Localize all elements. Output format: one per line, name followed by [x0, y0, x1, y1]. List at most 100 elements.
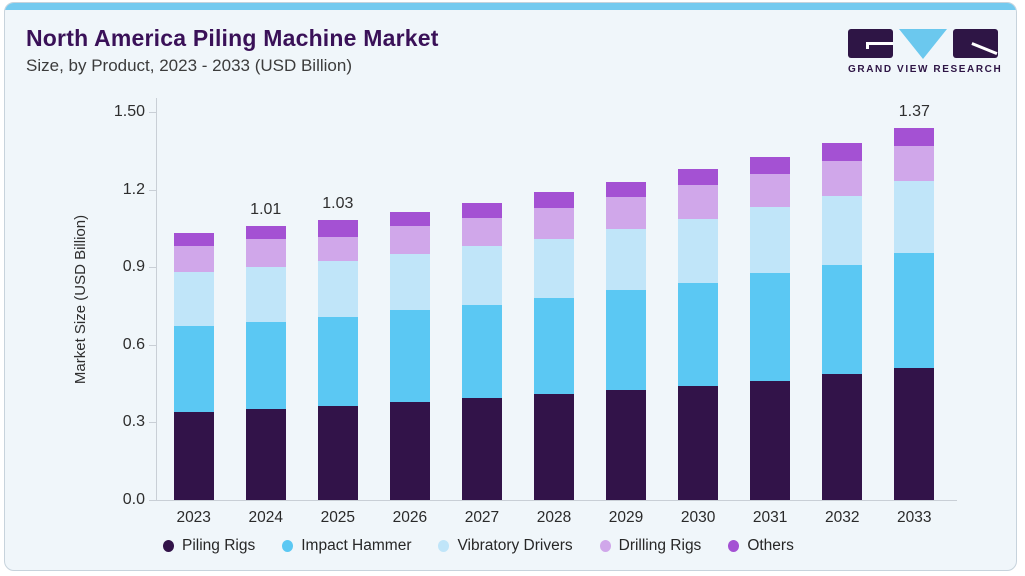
- bar-value-label-2033: 1.37: [898, 103, 930, 121]
- legend-label: Drilling Rigs: [618, 537, 702, 554]
- brand-logo: GRAND VIEW RESEARCH: [848, 29, 1003, 75]
- legend-label: Piling Rigs: [182, 537, 256, 554]
- bar-2029: [606, 182, 647, 500]
- bar-value-label-2024: 1.01: [250, 200, 282, 218]
- legend-dot-icon: [282, 540, 294, 552]
- logo-r-icon: [953, 29, 998, 58]
- bar-2026: [389, 212, 430, 500]
- segment-impact-hammer: [606, 289, 647, 391]
- bar-2023: [173, 232, 214, 500]
- legend-item-impact-hammer: Impact Hammer: [282, 537, 411, 555]
- segment-drilling-rigs: [750, 174, 791, 207]
- segment-piling-rigs: [894, 368, 935, 500]
- y-tick-label-0.9: 0.9: [122, 258, 145, 276]
- segment-others: [173, 232, 214, 247]
- bar-2025: [317, 220, 358, 500]
- segment-vibratory-drivers: [606, 228, 647, 290]
- bar-2028: [534, 191, 574, 500]
- segment-vibratory-drivers: [389, 254, 430, 310]
- logo-shapes: [848, 29, 998, 59]
- bar-value-label-2025: 1.03: [322, 195, 354, 213]
- segment-impact-hammer: [317, 316, 358, 407]
- y-tick-mark-0.3: [149, 422, 157, 424]
- x-tick-2023: 2023: [176, 509, 211, 526]
- segment-drilling-rigs: [173, 246, 214, 272]
- legend-item-piling-rigs: Piling Rigs: [163, 537, 255, 555]
- bar-2033: [894, 128, 935, 500]
- segment-others: [894, 128, 935, 146]
- top-accent-bar: [5, 3, 1016, 10]
- bar-2027: [461, 202, 502, 500]
- segment-others: [389, 212, 430, 226]
- segment-others: [606, 182, 647, 198]
- x-tick-2029: 2029: [608, 509, 644, 526]
- segment-drilling-rigs: [534, 208, 574, 240]
- segment-drilling-rigs: [822, 160, 863, 196]
- x-tick-2024: 2024: [248, 509, 283, 526]
- segment-drilling-rigs: [389, 225, 430, 255]
- chart-card: North America Piling Machine Market Size…: [4, 2, 1017, 571]
- y-tick-mark-0.6: [149, 344, 157, 346]
- segment-vibratory-drivers: [245, 266, 286, 323]
- segment-piling-rigs: [534, 394, 574, 500]
- segment-piling-rigs: [389, 402, 430, 500]
- segment-impact-hammer: [389, 309, 430, 403]
- segment-vibratory-drivers: [750, 206, 791, 274]
- segment-piling-rigs: [317, 406, 358, 500]
- bar-2024: [245, 225, 286, 500]
- legend-dot-icon: [728, 540, 740, 552]
- x-tick-2032: 2032: [824, 509, 860, 526]
- y-tick-mark-0.9: [149, 267, 157, 269]
- page-subtitle: Size, by Product, 2023 - 2033 (USD Billi…: [26, 56, 352, 75]
- segment-piling-rigs: [461, 398, 502, 500]
- segment-others: [245, 225, 286, 240]
- segment-drilling-rigs: [678, 185, 719, 220]
- segment-drilling-rigs: [606, 197, 647, 229]
- brand-name: GRAND VIEW RESEARCH: [848, 64, 1003, 75]
- segment-piling-rigs: [750, 380, 791, 500]
- segment-vibratory-drivers: [894, 181, 935, 253]
- legend-dot-icon: [163, 540, 174, 552]
- segment-piling-rigs: [173, 411, 214, 500]
- bar-2030: [678, 168, 719, 500]
- y-tick-mark-1.50: [149, 111, 157, 113]
- plot-area: 0.0 0.3 0.6 0.9 1.2 1.50 2023 2024 1.01 2025 1.03 2…: [114, 98, 957, 526]
- segment-impact-hammer: [245, 322, 286, 410]
- x-tick-2030: 2030: [680, 509, 716, 526]
- x-tick-2031: 2031: [752, 509, 788, 526]
- y-tick-mark-1.2: [149, 189, 157, 191]
- segment-impact-hammer: [173, 326, 214, 412]
- segment-impact-hammer: [534, 297, 574, 395]
- legend-label: Vibratory Drivers: [457, 537, 573, 554]
- legend-item-vibratory-drivers: Vibratory Drivers: [438, 537, 573, 555]
- legend-label: Others: [747, 537, 794, 554]
- x-tick-2028: 2028: [536, 509, 572, 526]
- y-tick-mark-0.0: [149, 500, 157, 501]
- segment-piling-rigs: [678, 385, 719, 500]
- segment-vibratory-drivers: [822, 195, 863, 266]
- bar-2031: [750, 156, 791, 500]
- x-tick-2026: 2026: [392, 509, 428, 526]
- segment-drilling-rigs: [894, 145, 935, 182]
- segment-drilling-rigs: [245, 239, 286, 267]
- x-tick-2025: 2025: [320, 509, 356, 526]
- segment-vibratory-drivers: [173, 271, 214, 327]
- legend-dot-icon: [438, 540, 450, 552]
- segment-impact-hammer: [822, 265, 863, 374]
- segment-others: [534, 191, 574, 209]
- segment-vibratory-drivers: [678, 219, 719, 283]
- segment-piling-rigs: [606, 390, 647, 500]
- segment-others: [678, 168, 719, 186]
- segment-others: [822, 143, 863, 161]
- legend-dot-icon: [599, 540, 611, 552]
- y-tick-label-1.50: 1.50: [113, 102, 145, 120]
- logo-v-icon: [899, 29, 947, 59]
- y-tick-label-0.6: 0.6: [122, 335, 145, 353]
- segment-others: [750, 156, 791, 175]
- logo-g-icon: [848, 29, 893, 58]
- legend: Piling Rigs Impact Hammer Vibratory Driver…: [163, 534, 794, 558]
- segment-drilling-rigs: [317, 236, 358, 262]
- segment-impact-hammer: [461, 304, 502, 399]
- segment-impact-hammer: [750, 273, 791, 381]
- y-axis-title: Market Size (USD Billion): [72, 214, 90, 384]
